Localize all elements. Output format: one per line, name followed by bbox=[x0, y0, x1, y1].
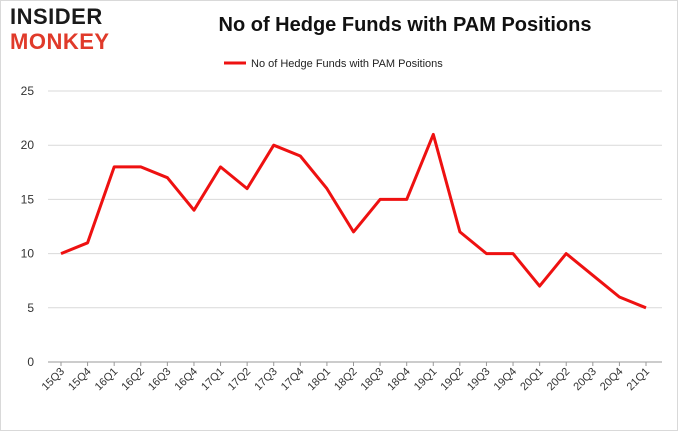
x-tick-label: 15Q4 bbox=[66, 366, 94, 394]
x-tick-label: 18Q1 bbox=[306, 366, 334, 394]
insider-monkey-logo: INSIDER MONKEY bbox=[10, 6, 130, 56]
x-tick-label: 16Q3 bbox=[146, 366, 174, 394]
x-tick-label: 17Q1 bbox=[199, 366, 227, 394]
legend-label: No of Hedge Funds with PAM Positions bbox=[251, 58, 443, 70]
legend: No of Hedge Funds with PAM Positions bbox=[224, 58, 443, 70]
y-tick-label: 0 bbox=[27, 355, 34, 369]
x-tick-label: 15Q3 bbox=[40, 366, 68, 394]
y-tick-label: 20 bbox=[21, 138, 35, 152]
y-tick-label: 25 bbox=[21, 84, 35, 98]
x-axis-ticks: 15Q3 15Q4 16Q1 16Q2 16Q3 16Q4 17Q1 17Q2 17Q3 17Q4… bbox=[40, 362, 653, 394]
x-tick-label: 18Q4 bbox=[385, 366, 413, 394]
chart-title: No of Hedge Funds with PAM Positions bbox=[218, 14, 592, 36]
y-tick-label: 15 bbox=[21, 192, 35, 206]
x-tick-label: 20Q3 bbox=[571, 366, 599, 394]
x-tick-label: 21Q1 bbox=[625, 366, 653, 394]
x-tick-label: 16Q2 bbox=[119, 366, 147, 394]
series-line bbox=[60, 132, 647, 310]
x-tick-label: 18Q3 bbox=[359, 366, 387, 394]
x-tick-label: 19Q1 bbox=[412, 366, 440, 394]
x-tick-label: 19Q2 bbox=[438, 366, 466, 394]
y-tick-label: 5 bbox=[27, 301, 34, 315]
x-tick-label: 17Q2 bbox=[226, 366, 254, 394]
gridlines bbox=[48, 90, 662, 309]
x-tick-label: 18Q2 bbox=[332, 366, 360, 394]
x-tick-label: 16Q1 bbox=[93, 366, 121, 394]
x-tick-label: 20Q2 bbox=[545, 366, 573, 394]
x-tick-label: 20Q4 bbox=[598, 366, 626, 394]
logo-line-2: MONKEY bbox=[10, 29, 110, 54]
y-tick-label: 10 bbox=[21, 247, 35, 261]
x-tick-label: 17Q3 bbox=[252, 366, 280, 394]
y-axis-ticks: 0 5 10 15 20 25 bbox=[21, 84, 35, 369]
x-tick-label: 17Q4 bbox=[279, 366, 307, 394]
x-tick-label: 19Q3 bbox=[465, 366, 493, 394]
x-tick-label: 20Q1 bbox=[518, 366, 546, 394]
x-tick-label: 19Q4 bbox=[492, 366, 520, 394]
logo-line-1: INSIDER bbox=[10, 4, 103, 29]
x-tick-label: 16Q4 bbox=[173, 366, 201, 394]
